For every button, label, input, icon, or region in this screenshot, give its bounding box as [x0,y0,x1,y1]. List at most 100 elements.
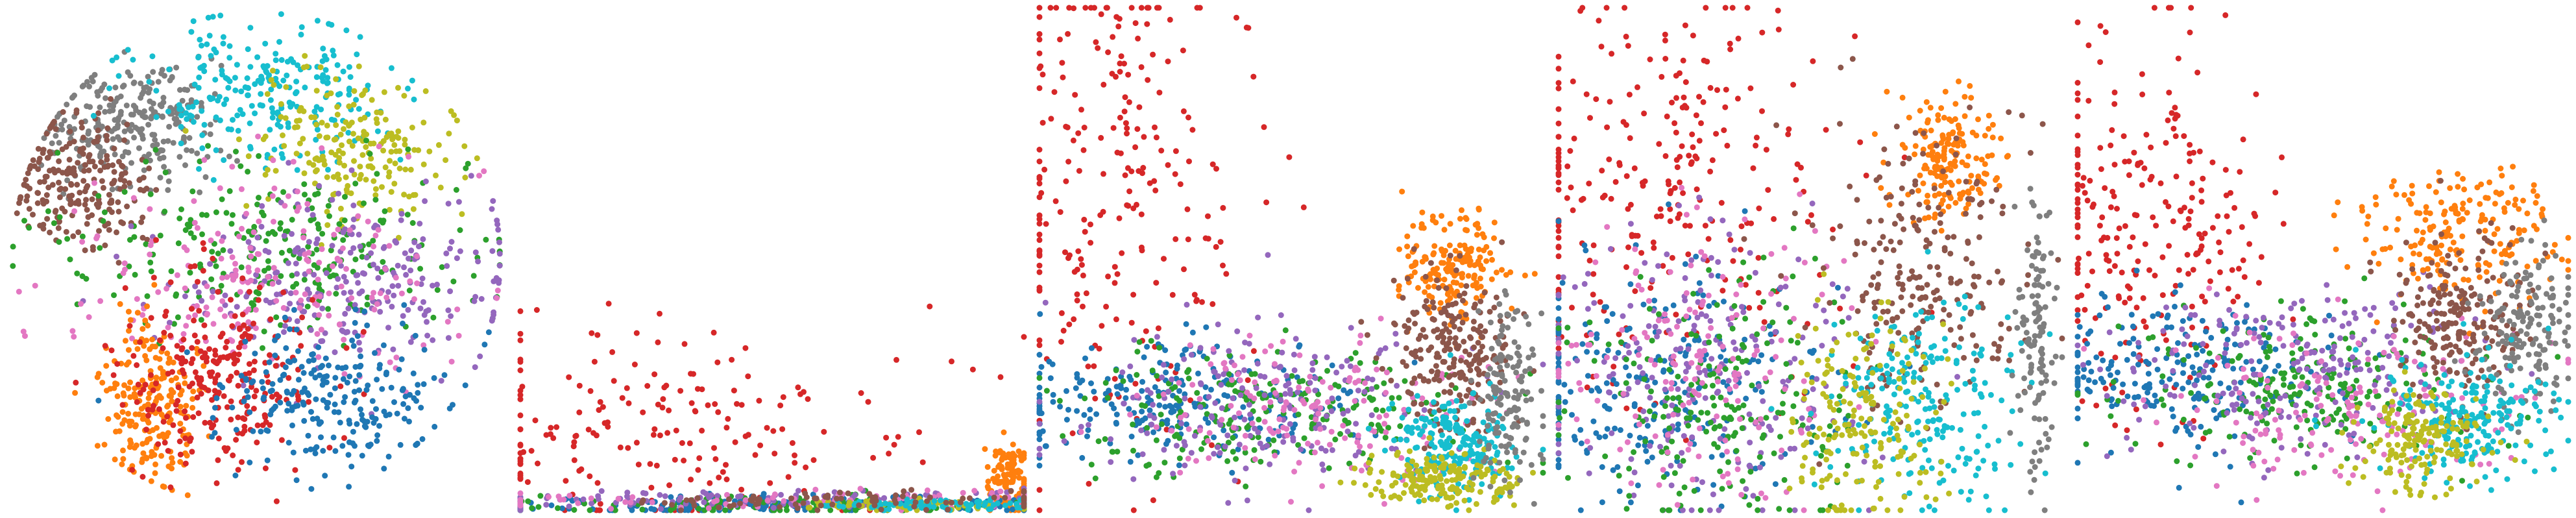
scatter-point [1368,386,1375,392]
scatter-point [597,399,603,405]
scatter-point [151,402,157,409]
scatter-point [357,164,363,170]
scatter-point [306,392,312,399]
scatter-point [477,353,483,360]
scatter-point [160,95,167,101]
scatter-point [243,377,249,383]
scatter-point [1117,69,1123,75]
scatter-point [140,175,147,181]
scatter-point [1221,360,1228,366]
scatter-point [325,306,332,312]
scatter-point [359,452,365,459]
scatter-point [278,11,284,18]
scatter-point [95,193,102,199]
scatter-point [290,59,297,66]
scatter-point [1291,469,1298,475]
scatter-point [310,357,317,364]
scatter-point [1083,290,1089,297]
scatter-point [1476,371,1483,378]
scatter-point [425,307,431,314]
scatter-point [587,507,593,513]
scatter-point [1017,469,1024,475]
scatter-point [1353,421,1359,427]
scatter-point [195,84,202,91]
scatter-point [305,432,311,439]
scatter-point [401,264,407,271]
scatter-point [137,186,143,193]
scatter-point [98,159,104,166]
scatter-point [134,296,140,302]
scatter-point [489,206,495,212]
scatter-point [169,465,175,472]
scatter-point [566,374,572,380]
scatter-point [566,493,573,499]
scatter-point [1161,256,1167,262]
scatter-point [472,293,479,300]
scatter-point [1232,477,1238,484]
scatter-point [407,267,414,274]
scatter-point [35,190,42,196]
scatter-point [1128,319,1135,326]
scatter-point [195,278,200,285]
scatter-point [226,153,232,160]
scatter-point [1197,427,1203,434]
scatter-point [287,290,294,297]
scatter-point [162,439,168,446]
scatter-point [1282,327,1289,334]
scatter-point [268,86,274,93]
scatter-point [382,208,388,214]
scatter-point [252,325,259,332]
scatter-point [106,85,112,92]
scatter-point [319,145,325,151]
scatter-point [108,347,115,354]
scatter-point [1007,479,1014,486]
scatter-point [195,410,202,417]
scatter-point [1182,395,1188,402]
scatter-point [245,168,251,175]
scatter-point [1441,321,1448,327]
scatter-point [878,506,884,513]
scatter-point [1016,490,1023,497]
scatter-point [385,289,391,295]
scatter-point [202,419,208,426]
scatter-point [1237,392,1244,399]
scatter-point [461,143,468,149]
scatter-point [1453,280,1460,286]
scatter-point [122,285,128,291]
scatter-point [1182,391,1188,397]
scatter-point [454,306,461,313]
scatter-point [1036,452,1043,458]
scatter-point [336,160,343,166]
scatter-point [321,374,328,380]
scatter-point [1117,60,1123,67]
scatter-point [1011,473,1017,480]
scatter-point [109,186,115,193]
scatter-point [1144,425,1150,431]
scatter-point [286,439,292,446]
scatter-point [14,210,20,216]
scatter-point [1379,407,1386,413]
scatter-point [1383,429,1389,436]
scatter-point [893,500,899,506]
scatter-point [244,75,250,81]
scatter-point [369,294,375,301]
scatter-point [239,415,246,421]
scatter-point [1021,476,1027,482]
scatter-point [453,187,459,193]
scatter-point [559,505,565,512]
scatter-point [84,103,90,110]
scatter-point [443,157,449,164]
scatter-point [495,227,502,233]
scatter-point [457,227,463,233]
scatter-point [1087,406,1093,413]
scatter-point [1429,299,1436,306]
scatter-point [166,355,173,362]
scatter-point [352,256,359,263]
scatter-point [1084,433,1090,439]
scatter-point [407,166,414,173]
scatter-point [444,319,451,325]
scatter-point [179,355,186,362]
scatter-point [257,102,263,108]
scatter-point [420,342,427,349]
scatter-point [212,379,219,386]
